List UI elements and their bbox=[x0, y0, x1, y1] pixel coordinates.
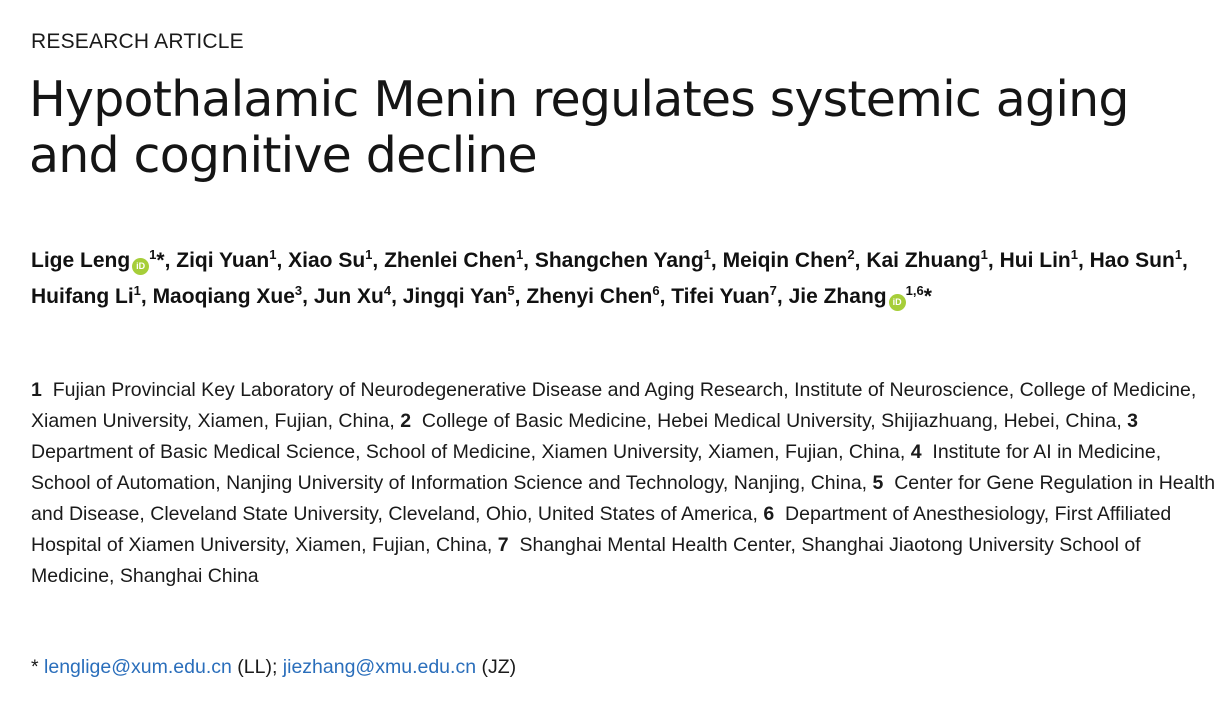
correspondence: * lenglige@xum.edu.cn (LL); jiezhang@xmu… bbox=[31, 656, 516, 679]
author-name: Hui Lin bbox=[999, 249, 1071, 272]
author-item: Hui Lin1 bbox=[999, 247, 1078, 272]
author-item: Xiao Su1 bbox=[288, 247, 373, 272]
author-name: Ziqi Yuan bbox=[176, 249, 270, 272]
affiliation-text: Shanghai Mental Health Center, Shanghai … bbox=[31, 534, 1141, 587]
author-item: Kai Zhuang1 bbox=[866, 247, 988, 272]
affiliation-text: Center for Gene Regulation in Health and… bbox=[31, 472, 1216, 525]
author-item: Hao Sun1 bbox=[1089, 247, 1183, 272]
author-name: Zhenyi Chen bbox=[526, 285, 653, 308]
author-affiliation-sup: 1 bbox=[133, 283, 141, 298]
author-affiliation-sup: 3 bbox=[294, 283, 303, 298]
author-affiliation-sup: 1,6 bbox=[905, 283, 924, 298]
author-affiliation-sup: 6 bbox=[652, 283, 660, 298]
author-affiliation-sup: 1 bbox=[515, 247, 524, 262]
affiliation-text: Fujian Provincial Key Laboratory of Neur… bbox=[31, 379, 1197, 432]
author-name: Maoqiang Xue bbox=[152, 285, 295, 308]
orcid-icon[interactable]: iD bbox=[132, 258, 150, 275]
author-name: Shangchen Yang bbox=[534, 249, 704, 272]
affiliation-text: Department of Anesthesiology, First Affi… bbox=[31, 503, 1172, 556]
author-affiliation-sup: 1 bbox=[269, 247, 277, 262]
author-name: Lige Leng bbox=[31, 249, 131, 272]
orcid-icon[interactable]: iD bbox=[888, 294, 906, 311]
author-item: Maoqiang Xue3 bbox=[152, 283, 303, 308]
author-affiliation-sup: 1 bbox=[1174, 247, 1183, 262]
author-name: Kai Zhuang bbox=[866, 249, 981, 272]
author-item: Jun Xu4 bbox=[313, 283, 392, 308]
affiliations: 1 Fujian Provincial Key Laboratory of Ne… bbox=[31, 375, 1216, 592]
author-name: Hao Sun bbox=[1089, 249, 1175, 272]
author-name: Jie Zhang bbox=[788, 285, 887, 308]
author-affiliation-sup: 1 bbox=[365, 247, 373, 262]
author-item: Zhenyi Chen6 bbox=[526, 283, 660, 308]
author-name: Zhenlei Chen bbox=[384, 249, 516, 272]
author-affiliation-sup: 1 bbox=[149, 247, 157, 262]
corresponding-star: * bbox=[156, 249, 165, 272]
author-name: Jun Xu bbox=[313, 285, 384, 308]
author-affiliation-sup: 2 bbox=[847, 247, 855, 262]
affiliation-number: 3 bbox=[1127, 410, 1139, 432]
article-type: RESEARCH ARTICLE bbox=[31, 30, 244, 53]
author-item: Shangchen Yang1 bbox=[534, 247, 711, 272]
author-affiliation-sup: 1 bbox=[703, 247, 711, 262]
initials-ll: (LL); bbox=[237, 656, 278, 678]
author-name: Huifang Li bbox=[31, 285, 134, 308]
affiliation-number: 4 bbox=[910, 441, 922, 463]
author-affiliation-sup: 1 bbox=[1070, 247, 1078, 262]
author-item: Lige Leng iD1* bbox=[31, 247, 165, 275]
initials-jz: (JZ) bbox=[481, 656, 517, 678]
affiliation-text: Institute for AI in Medicine, School of … bbox=[31, 441, 1162, 494]
author-item: Jie Zhang iD1,6* bbox=[788, 283, 932, 311]
author-list: Lige Leng iD1*, Ziqi Yuan1, Xiao Su1, Zhe… bbox=[31, 243, 1216, 315]
author-name: Jingqi Yan bbox=[402, 285, 508, 308]
corresponding-marker: * bbox=[31, 656, 39, 678]
article-title: Hypothalamic Menin regulates systemic ag… bbox=[29, 71, 1130, 184]
email-link-ll[interactable]: lenglige@xum.edu.cn bbox=[44, 656, 232, 678]
affiliation-number: 2 bbox=[400, 410, 412, 432]
author-item: Zhenlei Chen1 bbox=[384, 247, 524, 272]
corresponding-star: * bbox=[923, 285, 932, 308]
affiliation-number: 6 bbox=[763, 503, 775, 525]
affiliation-text: Department of Basic Medical Science, Sch… bbox=[31, 441, 906, 463]
affiliation-number: 1 bbox=[31, 379, 42, 401]
email-link-jz[interactable]: jiezhang@xmu.edu.cn bbox=[282, 656, 477, 678]
author-affiliation-sup: 7 bbox=[769, 283, 777, 298]
author-affiliation-sup: 1 bbox=[980, 247, 988, 262]
author-name: Tifei Yuan bbox=[671, 285, 770, 308]
author-affiliation-sup: 5 bbox=[507, 283, 515, 298]
author-name: Xiao Su bbox=[288, 249, 366, 272]
author-name: Meiqin Chen bbox=[722, 249, 848, 272]
affiliation-number: 7 bbox=[497, 534, 509, 556]
author-affiliation-sup: 4 bbox=[383, 283, 392, 298]
author-item: Jingqi Yan5 bbox=[402, 283, 515, 308]
author-item: Huifang Li1 bbox=[31, 283, 141, 308]
affiliation-number: 5 bbox=[872, 472, 884, 494]
author-item: Ziqi Yuan1 bbox=[176, 247, 277, 272]
affiliation-text: College of Basic Medicine, Hebei Medical… bbox=[421, 410, 1122, 432]
author-item: Meiqin Chen2 bbox=[722, 247, 855, 272]
author-item: Tifei Yuan7 bbox=[671, 283, 777, 308]
